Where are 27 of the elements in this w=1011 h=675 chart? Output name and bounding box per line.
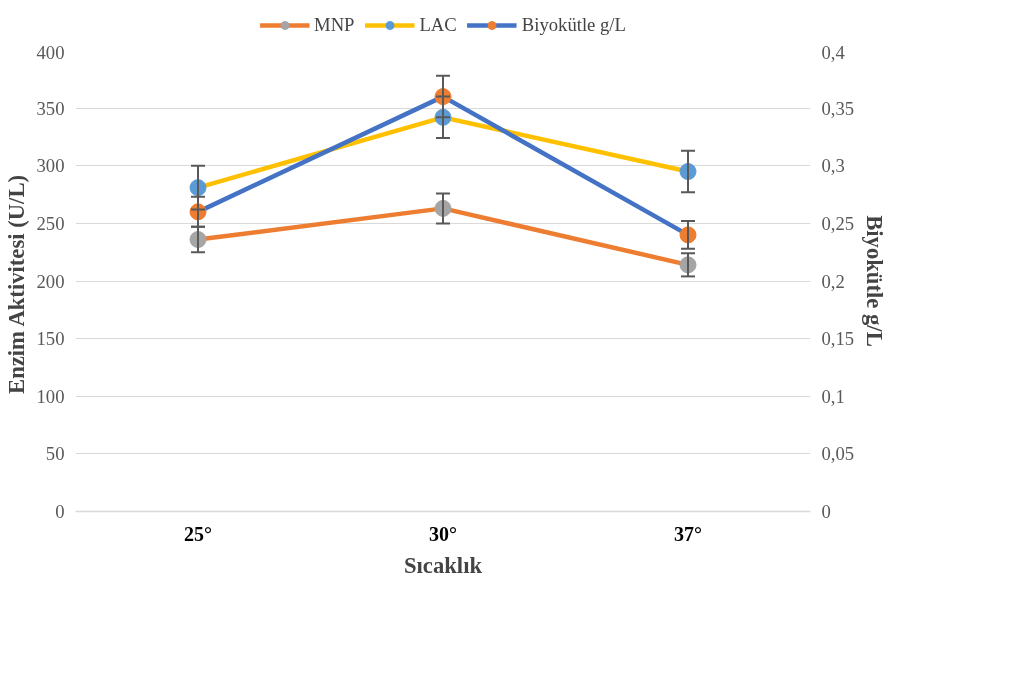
y-tick-label: 350 (36, 97, 65, 119)
x-tick-label: 37° (674, 522, 702, 545)
y2-axis-title: Biyokütle g/L (862, 215, 888, 347)
y2-tick-label: 0,15 (821, 328, 855, 350)
y-tick-label: 50 (45, 443, 65, 465)
y-tick-label: 150 (36, 328, 65, 350)
y-tick-label: 250 (36, 212, 65, 234)
y-tick-label: 0 (55, 501, 65, 522)
y-tick-label: 300 (36, 155, 65, 177)
x-tick-label: 30° (429, 522, 457, 545)
y-tick-label: 100 (36, 385, 65, 407)
y2-tick-label: 0,05 (821, 443, 855, 465)
x-axis-title: Sıcaklık (403, 552, 483, 578)
y-axis-title: Enzim Aktivitesi (U/L) (3, 174, 29, 394)
y2-tick-label: 0,35 (821, 97, 855, 119)
y2-tick-label: 0,4 (821, 41, 846, 63)
y2-tick-label: 0,3 (821, 155, 845, 177)
y2-tick-label: 0,25 (821, 212, 855, 234)
y2-tick-label: 0,2 (821, 270, 845, 292)
legend-label: MNP (314, 14, 355, 36)
x-tick-label: 25° (184, 522, 212, 545)
y-tick-label: 400 (36, 41, 65, 63)
y2-tick-label: 0,1 (821, 385, 845, 407)
y-tick-label: 200 (36, 270, 65, 292)
legend-label: Biyokütle g/L (521, 14, 626, 36)
legend-label: LAC (419, 14, 457, 36)
y2-tick-label: 0 (821, 501, 831, 522)
